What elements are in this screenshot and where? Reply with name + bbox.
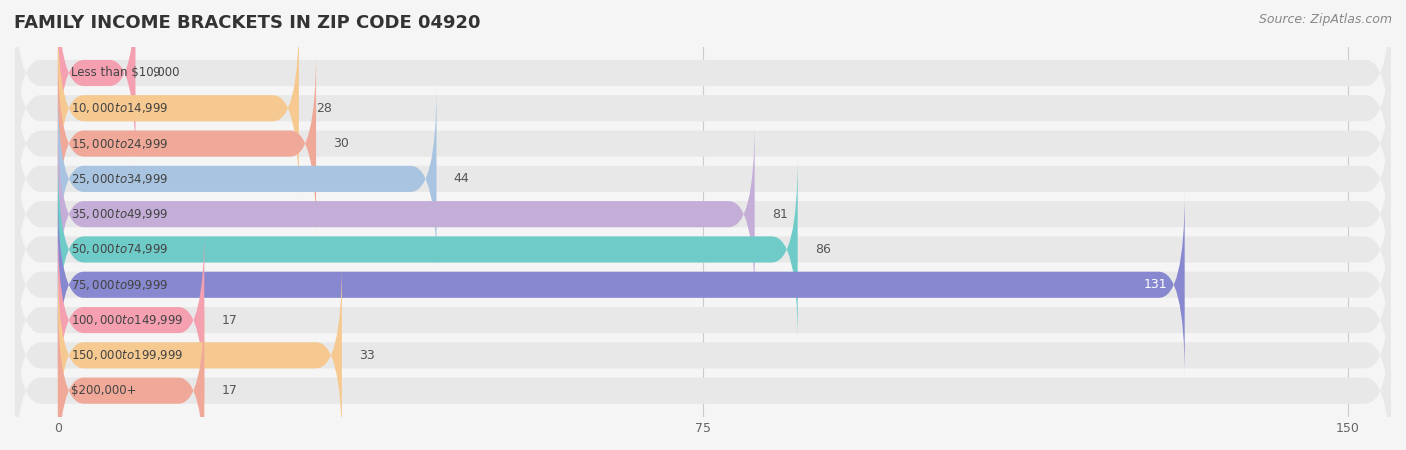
Text: 86: 86 — [815, 243, 831, 256]
Text: 30: 30 — [333, 137, 349, 150]
Text: $100,000 to $149,999: $100,000 to $149,999 — [70, 313, 183, 327]
FancyBboxPatch shape — [58, 192, 1185, 378]
FancyBboxPatch shape — [58, 0, 135, 166]
FancyBboxPatch shape — [58, 122, 755, 307]
FancyBboxPatch shape — [58, 298, 204, 450]
Text: $10,000 to $14,999: $10,000 to $14,999 — [70, 101, 169, 115]
FancyBboxPatch shape — [15, 298, 1391, 450]
Text: $200,000+: $200,000+ — [70, 384, 136, 397]
Text: 17: 17 — [221, 314, 238, 327]
FancyBboxPatch shape — [15, 157, 1391, 342]
FancyBboxPatch shape — [15, 86, 1391, 272]
Text: 28: 28 — [316, 102, 332, 115]
Text: $50,000 to $74,999: $50,000 to $74,999 — [70, 243, 169, 256]
FancyBboxPatch shape — [58, 51, 316, 236]
FancyBboxPatch shape — [15, 227, 1391, 413]
FancyBboxPatch shape — [15, 15, 1391, 201]
Text: 9: 9 — [153, 67, 160, 80]
Text: $15,000 to $24,999: $15,000 to $24,999 — [70, 136, 169, 151]
FancyBboxPatch shape — [15, 192, 1391, 378]
Text: $150,000 to $199,999: $150,000 to $199,999 — [70, 348, 183, 362]
Text: FAMILY INCOME BRACKETS IN ZIP CODE 04920: FAMILY INCOME BRACKETS IN ZIP CODE 04920 — [14, 14, 481, 32]
Text: Source: ZipAtlas.com: Source: ZipAtlas.com — [1258, 14, 1392, 27]
Text: 33: 33 — [359, 349, 375, 362]
FancyBboxPatch shape — [58, 15, 299, 201]
FancyBboxPatch shape — [58, 86, 436, 272]
FancyBboxPatch shape — [15, 262, 1391, 448]
Text: 131: 131 — [1143, 278, 1167, 291]
Text: 44: 44 — [454, 172, 470, 185]
Text: 81: 81 — [772, 207, 787, 220]
FancyBboxPatch shape — [15, 0, 1391, 166]
Text: $25,000 to $34,999: $25,000 to $34,999 — [70, 172, 169, 186]
Text: $35,000 to $49,999: $35,000 to $49,999 — [70, 207, 169, 221]
Text: $75,000 to $99,999: $75,000 to $99,999 — [70, 278, 169, 292]
Text: 17: 17 — [221, 384, 238, 397]
FancyBboxPatch shape — [15, 51, 1391, 236]
FancyBboxPatch shape — [58, 157, 797, 342]
FancyBboxPatch shape — [15, 122, 1391, 307]
FancyBboxPatch shape — [58, 262, 342, 448]
Text: Less than $10,000: Less than $10,000 — [70, 67, 180, 80]
FancyBboxPatch shape — [58, 227, 204, 413]
